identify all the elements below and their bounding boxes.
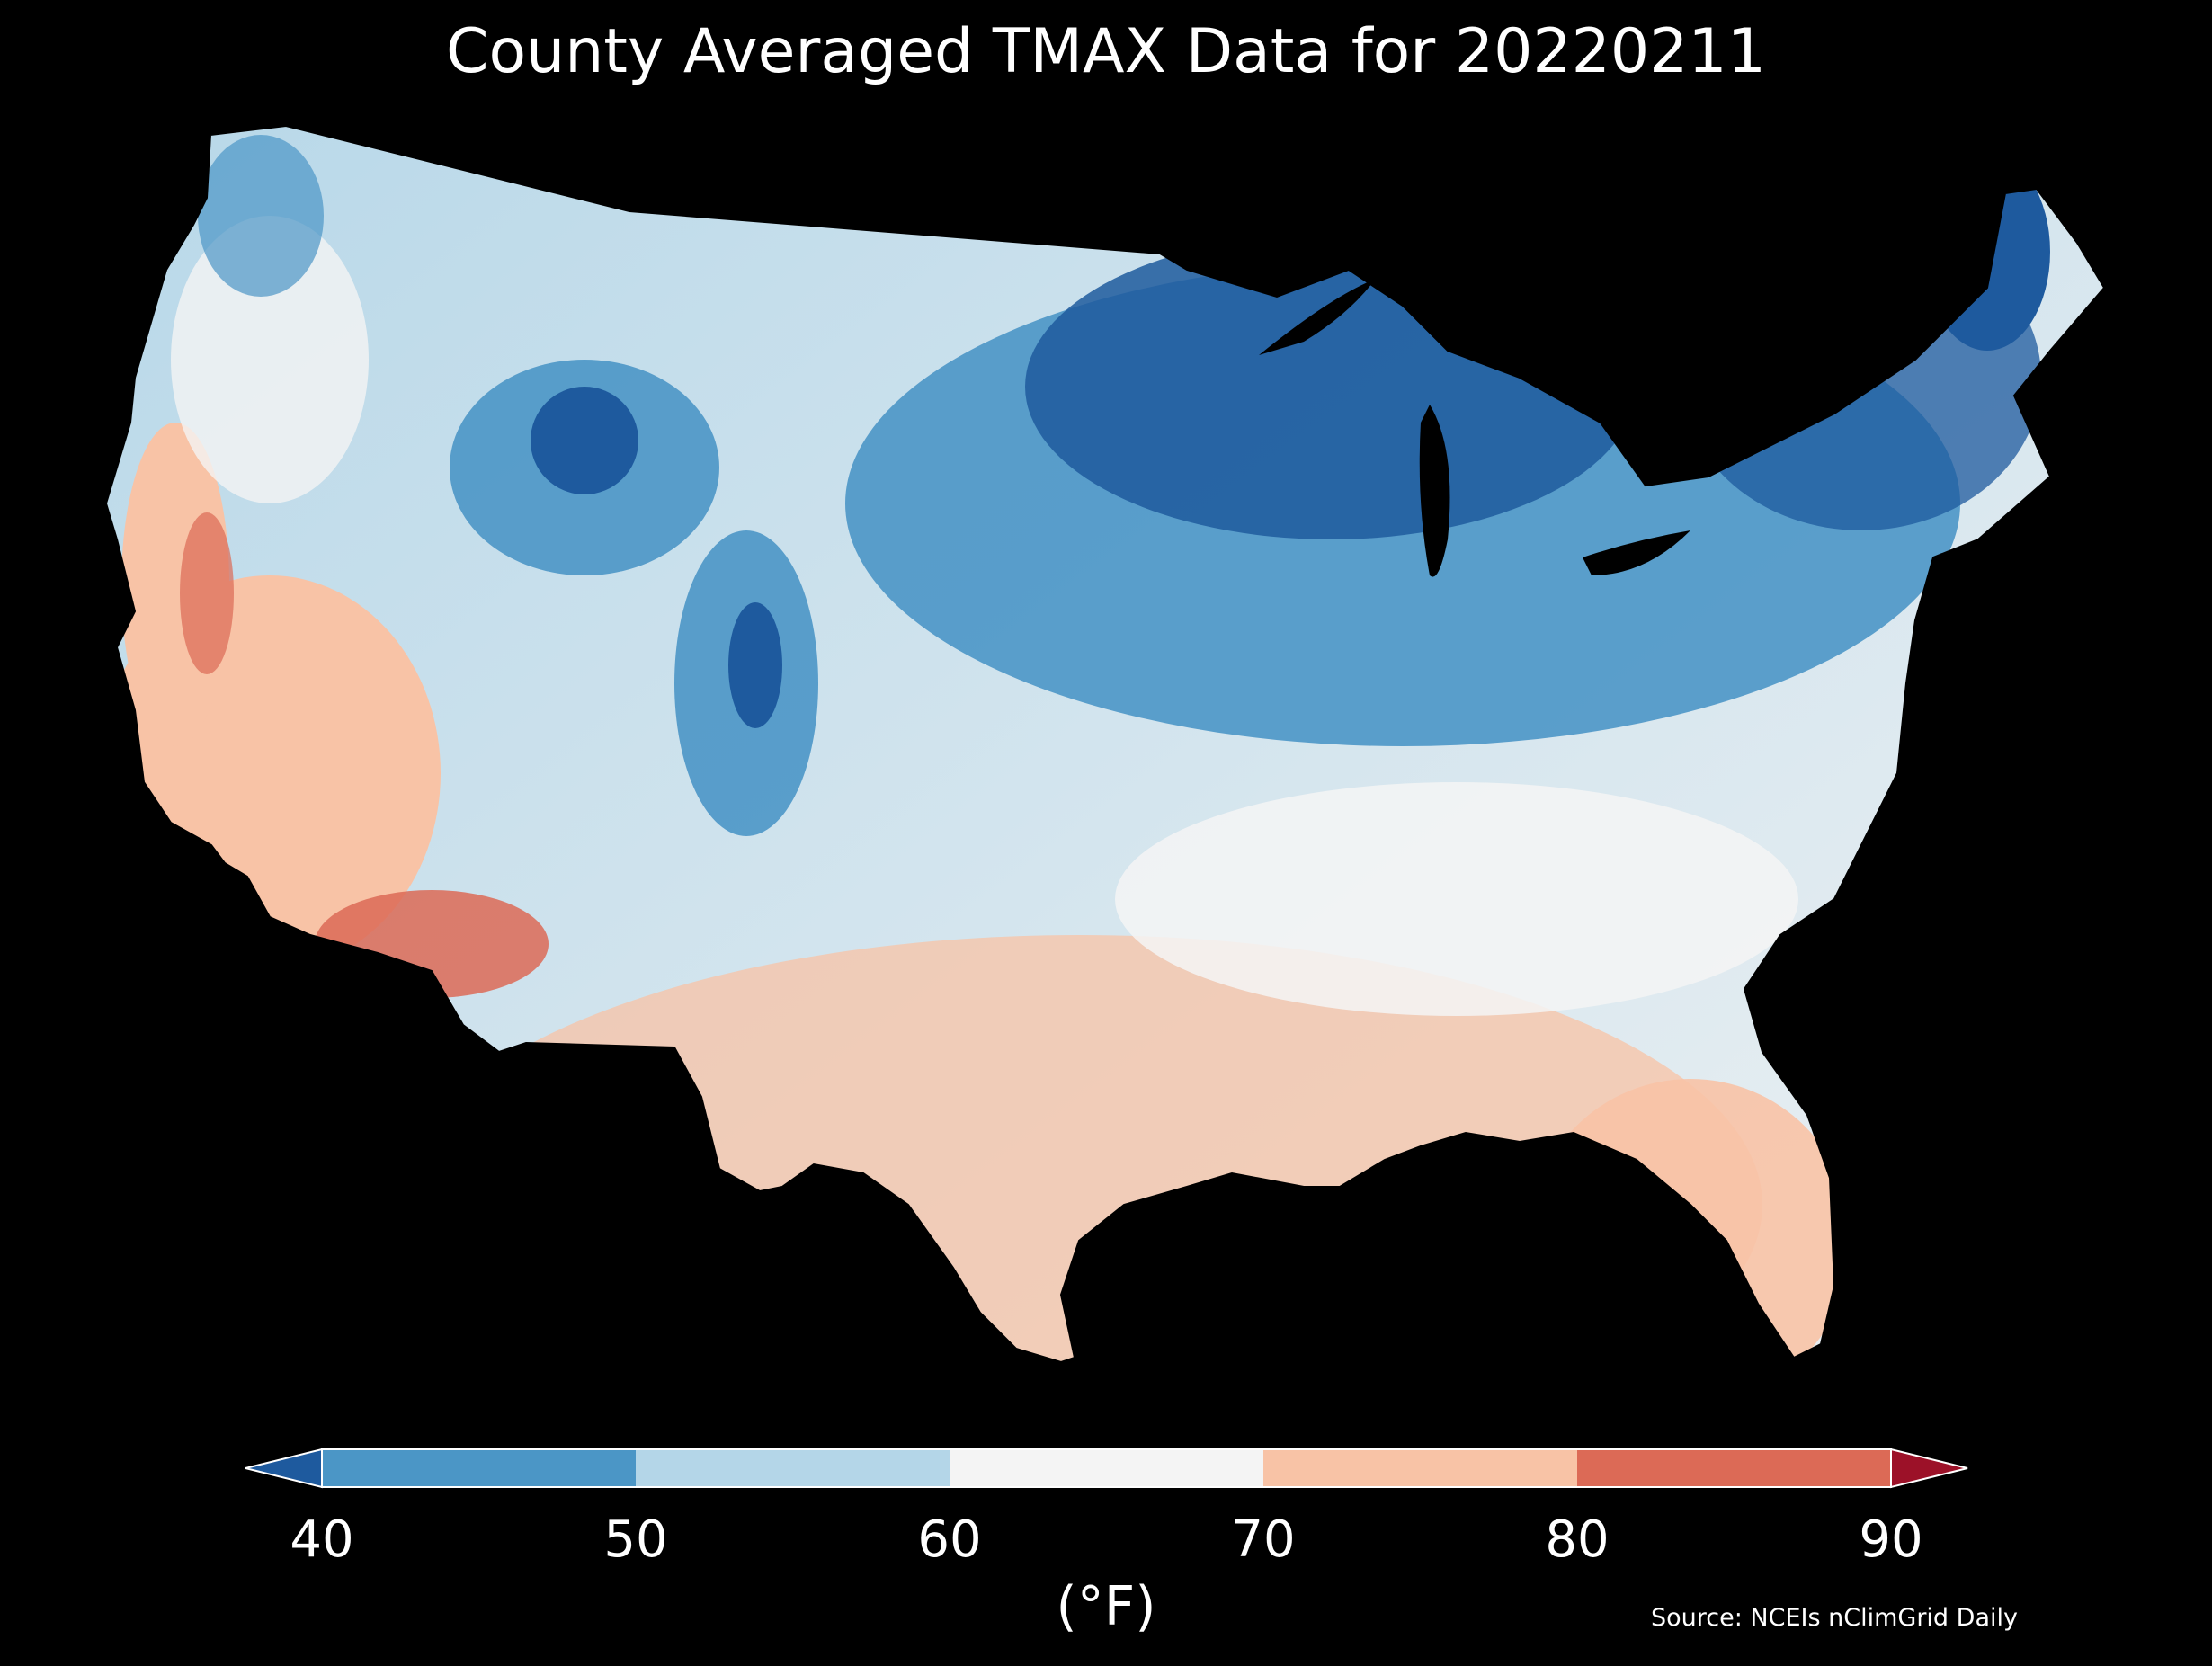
source-note: Source: NCEIs nClimGrid Daily [1651, 1604, 2018, 1632]
colorbar-tick-label: 40 [290, 1510, 354, 1569]
colorbar-tick-label: 50 [603, 1510, 668, 1569]
colorbar-tick-label: 90 [1859, 1510, 1923, 1569]
colorbar-unit-label: (°F) [1056, 1575, 1156, 1638]
lake-michigan [1419, 405, 1450, 577]
colorbar-bin-80-90 [1577, 1449, 1891, 1487]
colorbar-extend-low [245, 1448, 323, 1489]
colorbar-bin-60-70 [950, 1449, 1263, 1487]
map-title: County Averaged TMAX Data for 20220211 [446, 16, 1766, 87]
colorbar [245, 1448, 1968, 1489]
colorbar-extend-high [1890, 1448, 1968, 1489]
colorbar-bin-40-50 [322, 1449, 636, 1487]
colorbar-frame [321, 1448, 1892, 1488]
us-outline [104, 124, 2106, 1364]
lake-superior [1259, 279, 1376, 355]
colorbar-bin-70-80 [1263, 1449, 1577, 1487]
lake-erie [1583, 530, 1690, 575]
colorbar-tick-label: 80 [1545, 1510, 1610, 1569]
colorbar-tick-label: 70 [1231, 1510, 1296, 1569]
colorbar-tick-label: 60 [917, 1510, 982, 1569]
colorbar-bin-50-60 [636, 1449, 950, 1487]
